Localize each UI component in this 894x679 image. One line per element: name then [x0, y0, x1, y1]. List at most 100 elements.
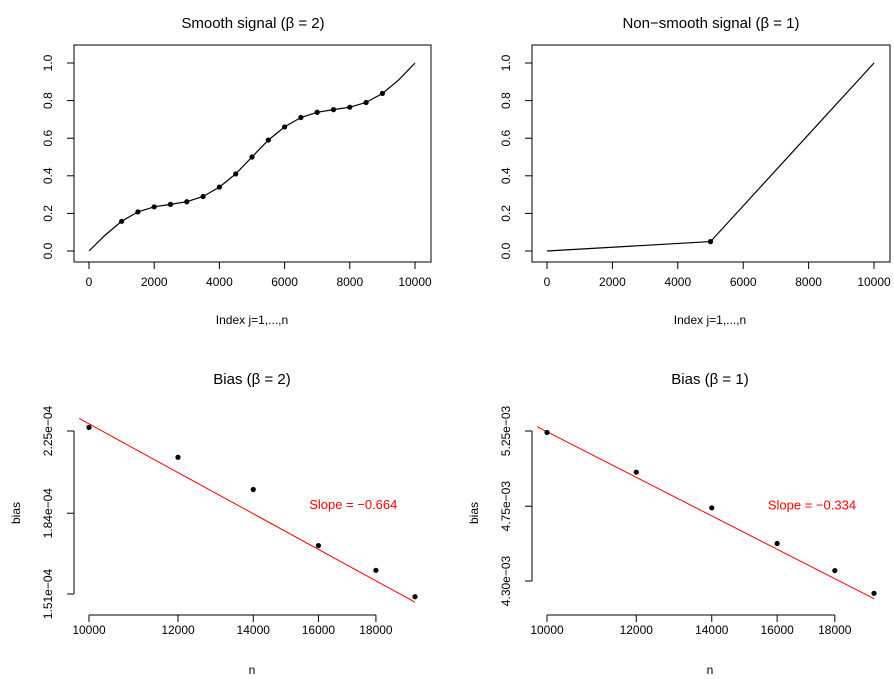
- data-point: [707, 239, 714, 245]
- data-point: [250, 486, 256, 493]
- y-axis: 4.30e−03 4.75e−03 5.25e−03: [499, 405, 533, 606]
- x-axis: 0 2000 4000 6000 8000 10000: [544, 262, 891, 289]
- y-tick-label: 1.51e−04: [41, 568, 55, 619]
- plot-marks: [88, 62, 416, 252]
- x-tick-label: 10000: [72, 623, 106, 637]
- data-point: [330, 107, 337, 113]
- data-point: [265, 137, 271, 143]
- y-tick-label: 0.0: [41, 242, 55, 259]
- data-point: [135, 209, 141, 215]
- x-tick-label: 12000: [161, 623, 195, 637]
- data-point: [86, 424, 92, 430]
- x-tick-label: 0: [86, 275, 93, 289]
- x-tick-label: 10000: [398, 275, 432, 289]
- series-line: [546, 62, 875, 252]
- x-axis-label: Index j=1,...,n: [216, 313, 288, 327]
- x-axis-label: Index j=1,...,n: [674, 313, 746, 327]
- plot-box: [73, 44, 432, 263]
- data-point: [175, 454, 181, 460]
- x-tick-label: 16000: [302, 623, 336, 637]
- y-tick-label: 0.2: [499, 205, 513, 222]
- data-point: [249, 154, 255, 160]
- y-tick-label: 4.75e−03: [499, 481, 513, 532]
- data-point: [871, 590, 877, 596]
- data-point: [709, 505, 715, 511]
- plot-marks: [546, 62, 875, 252]
- y-tick-label: 5.25e−03: [499, 405, 513, 456]
- x-tick-label: 18000: [359, 623, 393, 637]
- x-tick-label: 12000: [620, 623, 654, 637]
- data-point: [832, 567, 838, 574]
- chart-title: Bias (β = 2): [213, 371, 290, 388]
- x-tick-label: 4000: [664, 275, 691, 289]
- y-tick-label: 0.8: [499, 92, 513, 109]
- data-point: [315, 542, 322, 549]
- x-tick-label: 14000: [237, 623, 271, 637]
- x-tick-label: 4000: [206, 275, 233, 289]
- x-axis-label: n: [249, 663, 256, 677]
- chart-title: Smooth signal (β = 2): [181, 15, 324, 32]
- data-point: [314, 109, 320, 115]
- x-tick-label: 10000: [530, 623, 564, 637]
- data-point: [184, 199, 190, 205]
- x-tick-label: 8000: [795, 275, 822, 289]
- panel-bias-beta-2: Bias (β = 2) 10000 12000 14000 16000 18000 1…: [9, 371, 418, 677]
- data-point: [412, 594, 418, 600]
- panel-smooth-signal: Smooth signal (β = 2) 0 2000 4000 6000 8000 1…: [41, 15, 432, 327]
- x-axis: 0 2000 4000 6000 8000 10000: [86, 262, 432, 289]
- data-point: [298, 114, 304, 121]
- x-tick-label: 6000: [271, 275, 298, 289]
- data-point: [167, 201, 174, 207]
- data-point: [774, 540, 780, 547]
- y-axis-label: bias: [467, 502, 481, 524]
- y-tick-label: 0.2: [41, 205, 55, 222]
- x-tick-label: 16000: [760, 623, 794, 637]
- fit-line: [536, 426, 875, 600]
- chart-title: Non−smooth signal (β = 1): [622, 15, 799, 32]
- data-point: [282, 124, 288, 130]
- data-point: [373, 567, 379, 573]
- y-tick-label: 0.8: [41, 92, 55, 109]
- x-axis-label: n: [707, 663, 714, 677]
- y-axis: 1.51e−04 1.84e−04 2.25e−04: [41, 405, 75, 619]
- data-point: [379, 90, 385, 97]
- y-tick-label: 1.84e−04: [41, 488, 55, 539]
- plot-marks: Slope = −0.334: [536, 426, 877, 600]
- fit-line: [78, 418, 416, 603]
- y-tick-label: 0.4: [41, 167, 55, 184]
- x-tick-label: 14000: [695, 623, 729, 637]
- chart-title: Bias (β = 1): [671, 371, 748, 388]
- y-tick-label: 0.0: [499, 242, 513, 259]
- y-tick-label: 0.6: [41, 130, 55, 147]
- x-axis: 10000 12000 14000 16000 18000: [530, 614, 852, 637]
- plot-marks: Slope = −0.664: [78, 418, 418, 603]
- data-point: [216, 184, 222, 190]
- panel-bias-beta-1: Bias (β = 1) 10000 12000 14000 16000 18000 4…: [467, 371, 877, 677]
- slope-annotation: Slope = −0.334: [768, 497, 856, 512]
- y-tick-label: 0.6: [499, 130, 513, 147]
- y-tick-label: 1.0: [499, 54, 513, 71]
- y-axis: 0.0 0.2 0.4 0.6 0.8 1.0: [499, 54, 532, 259]
- y-axis-label: bias: [9, 502, 23, 524]
- panel-non-smooth-signal: Non−smooth signal (β = 1) 0 2000 4000 6000 8…: [499, 15, 891, 327]
- data-point: [233, 171, 239, 177]
- x-tick-label: 2000: [141, 275, 168, 289]
- y-axis: 0.0 0.2 0.4 0.6 0.8 1.0: [41, 54, 74, 259]
- x-axis: 10000 12000 14000 16000 18000: [72, 614, 393, 637]
- x-tick-label: 0: [544, 275, 551, 289]
- y-tick-label: 4.30e−03: [499, 555, 513, 606]
- data-point: [633, 469, 639, 475]
- data-point: [363, 99, 369, 106]
- data-point: [119, 218, 125, 224]
- y-tick-label: 0.4: [499, 167, 513, 184]
- data-point: [151, 204, 157, 210]
- x-tick-label: 8000: [336, 275, 363, 289]
- y-tick-label: 1.0: [41, 54, 55, 71]
- slope-annotation: Slope = −0.664: [309, 497, 397, 512]
- data-point: [347, 104, 353, 110]
- y-tick-label: 2.25e−04: [41, 405, 55, 456]
- x-tick-label: 6000: [730, 275, 757, 289]
- x-tick-label: 18000: [818, 623, 852, 637]
- x-tick-label: 2000: [599, 275, 626, 289]
